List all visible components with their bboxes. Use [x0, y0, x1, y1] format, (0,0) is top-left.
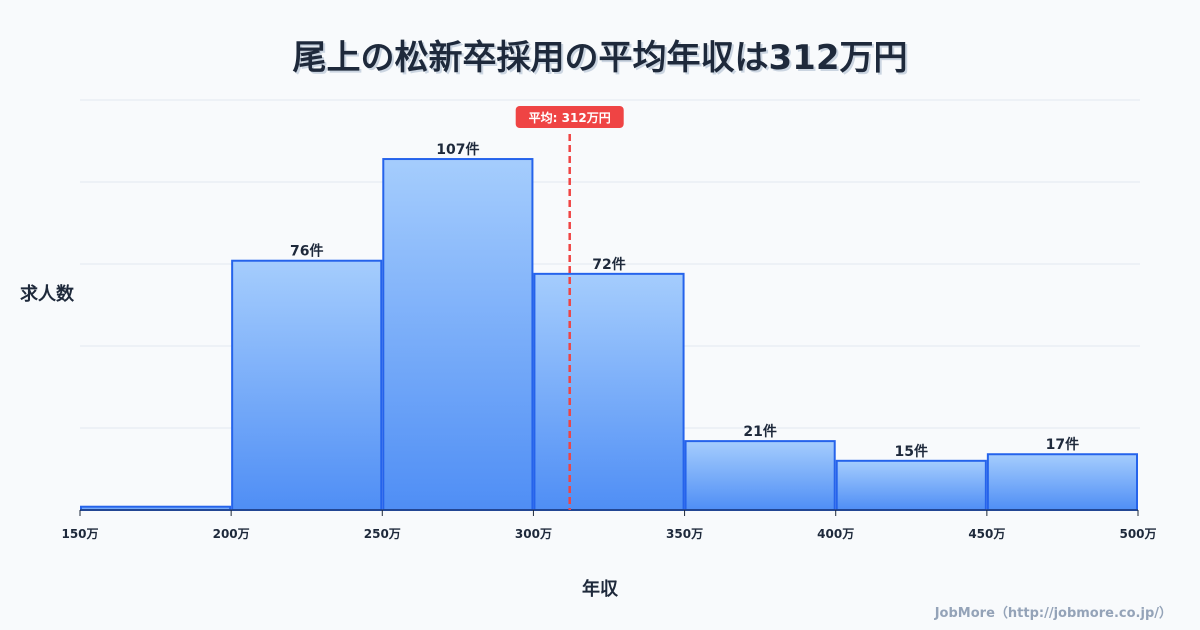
x-tick-label: 150万: [61, 527, 98, 541]
bar-value-label: 76件: [290, 243, 323, 260]
x-tick-label: 400万: [817, 527, 854, 541]
x-axis-label: 年収: [582, 579, 618, 600]
x-tick-label: 500万: [1119, 527, 1156, 541]
bar-value-label: 17件: [1046, 436, 1079, 453]
x-tick-label: 250万: [364, 527, 401, 541]
x-tick-label: 300万: [515, 527, 552, 541]
bar-value-label: 107件: [436, 141, 479, 158]
x-tick-label: 200万: [213, 527, 250, 541]
histogram-bar: [835, 459, 987, 511]
bar-value-label: 21件: [743, 423, 776, 440]
histogram-bar: [684, 440, 836, 511]
mean-label: 平均: 312万円: [529, 110, 611, 125]
chart-title: 尾上の松新卒採用の平均年収は312万円: [292, 38, 908, 78]
y-axis-label: 求人数: [20, 284, 74, 305]
x-tick-label: 450万: [968, 527, 1005, 541]
histogram-bar: [986, 453, 1138, 511]
credit-text: JobMore（http://jobmore.co.jp/）: [934, 606, 1172, 621]
histogram-bar: [231, 259, 383, 511]
histogram-bar: [382, 158, 534, 511]
mean-badge: [515, 106, 624, 128]
bar-value-label: 15件: [895, 443, 928, 460]
bar-value-label: 72件: [592, 256, 625, 273]
x-tick-label: 350万: [666, 527, 703, 541]
histogram-bar: [533, 272, 685, 511]
